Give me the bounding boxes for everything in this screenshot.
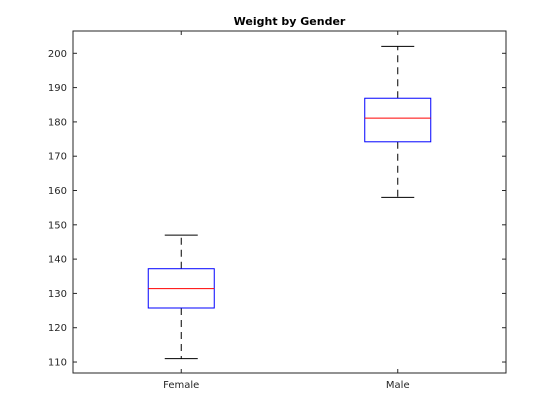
- y-tick-label: 160: [48, 186, 67, 197]
- plot-area: [72, 30, 507, 374]
- y-tick-label: 130: [48, 289, 67, 300]
- x-tick-label: Male: [386, 380, 410, 391]
- y-tick-label: 150: [48, 220, 67, 231]
- y-tick-label: 170: [48, 152, 67, 163]
- chart-title: Weight by Gender: [234, 15, 346, 28]
- y-tick-label: 200: [48, 49, 67, 60]
- iqr-box: [364, 97, 432, 143]
- y-tick-label: 120: [48, 323, 67, 334]
- x-tick-label: Female: [163, 380, 199, 391]
- y-tick-label: 190: [48, 83, 67, 94]
- y-tick-label: 180: [48, 117, 67, 128]
- y-tick-label: 140: [48, 255, 67, 266]
- y-tick-label: 110: [48, 358, 67, 369]
